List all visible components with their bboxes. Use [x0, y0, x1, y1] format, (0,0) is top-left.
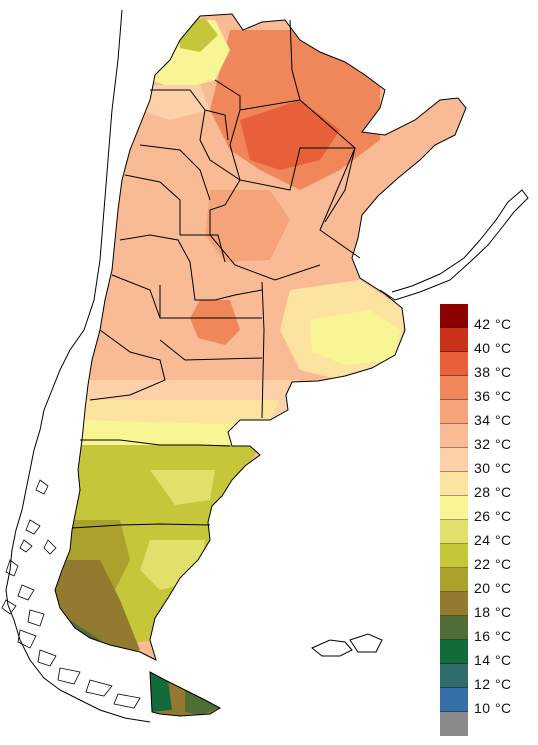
legend-swatch — [440, 592, 468, 616]
legend-swatch — [440, 376, 468, 400]
uruguay-outline — [379, 189, 529, 301]
legend-row: 16 °C — [440, 616, 536, 644]
legend-swatch — [440, 616, 468, 640]
legend-swatch — [440, 496, 468, 520]
legend-swatch — [440, 712, 468, 736]
legend-tick — [440, 471, 468, 472]
legend-tick — [440, 711, 468, 712]
tierra-del-fuego-outline — [149, 671, 222, 717]
legend-row: 28 °C — [440, 472, 536, 500]
legend-label: 28 °C — [474, 484, 512, 500]
legend-swatch — [440, 520, 468, 544]
legend-row: 20 °C — [440, 568, 536, 596]
legend-row: 24 °C — [440, 520, 536, 548]
southern-islands — [1, 479, 141, 709]
legend-tick — [440, 543, 468, 544]
legend-swatch — [440, 352, 468, 376]
legend-tick — [440, 567, 468, 568]
legend-tick — [440, 615, 468, 616]
legend-label: 36 °C — [474, 388, 512, 404]
legend-row: 36 °C — [440, 376, 536, 404]
legend-row: 26 °C — [440, 496, 536, 524]
falkland-islands — [311, 633, 383, 657]
legend-row: 30 °C — [440, 448, 536, 476]
legend-row: 32 °C — [440, 424, 536, 452]
legend-tick — [440, 495, 468, 496]
legend-label: 34 °C — [474, 412, 512, 428]
legend-row: 14 °C — [440, 640, 536, 668]
legend-swatch — [440, 472, 468, 496]
legend-label: 42 °C — [474, 316, 512, 332]
legend-label: 40 °C — [474, 340, 512, 356]
legend-tick — [440, 687, 468, 688]
legend-row: 18 °C — [440, 592, 536, 620]
legend-label: 38 °C — [474, 364, 512, 380]
legend-row: 22 °C — [440, 544, 536, 572]
legend-tick — [440, 399, 468, 400]
legend-swatch — [440, 664, 468, 688]
legend-label: 26 °C — [474, 508, 512, 524]
legend-row: 12 °C — [440, 664, 536, 692]
chile-coastline — [5, 9, 151, 723]
argentina-outline — [54, 13, 467, 661]
legend-swatch — [440, 328, 468, 352]
legend-tick — [440, 639, 468, 640]
legend-label: 20 °C — [474, 580, 512, 596]
legend-label: 16 °C — [474, 628, 512, 644]
legend-label: 32 °C — [474, 436, 512, 452]
legend-tick — [440, 423, 468, 424]
legend-swatch — [440, 304, 468, 328]
legend-row: 40 °C — [440, 328, 536, 356]
tierra-del-fuego — [150, 672, 220, 716]
legend-row: 38 °C — [440, 352, 536, 380]
province-borders — [71, 19, 361, 529]
legend-swatch — [440, 424, 468, 448]
legend-tick — [440, 447, 468, 448]
legend-tick — [440, 591, 468, 592]
legend-tick — [440, 519, 468, 520]
temperature-legend: 42 °C 40 °C 38 °C 36 °C 34 °C 32 °C 30 °… — [440, 304, 536, 736]
legend-label: 18 °C — [474, 604, 512, 620]
legend-tick — [440, 663, 468, 664]
legend-label: 14 °C — [474, 652, 512, 668]
legend-swatch — [440, 544, 468, 568]
legend-label: 12 °C — [474, 676, 512, 692]
legend-swatch — [440, 640, 468, 664]
legend-label: 30 °C — [474, 460, 512, 476]
legend-swatch — [440, 568, 468, 592]
legend-label: 22 °C — [474, 556, 512, 572]
legend-label: 10 °C — [474, 700, 512, 716]
legend-tick — [440, 351, 468, 352]
legend-swatch — [440, 400, 468, 424]
legend-row: 42 °C — [440, 304, 536, 332]
legend-row: 34 °C — [440, 400, 536, 428]
legend-label: 24 °C — [474, 532, 512, 548]
legend-swatch — [440, 688, 468, 712]
legend-tick — [440, 327, 468, 328]
legend-row: 10 °C — [440, 688, 536, 716]
legend-row — [440, 712, 536, 736]
legend-swatch — [440, 448, 468, 472]
legend-tick — [440, 375, 468, 376]
